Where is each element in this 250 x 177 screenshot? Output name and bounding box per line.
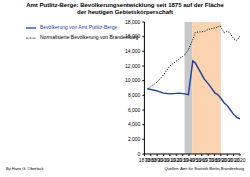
svg-text:2,000: 2,000 [128, 136, 141, 142]
svg-text:10,000: 10,000 [125, 77, 141, 83]
svg-text:6,000: 6,000 [128, 107, 141, 113]
svg-text:0: 0 [138, 151, 141, 157]
svg-text:8,000: 8,000 [128, 92, 141, 98]
svg-text:16,000: 16,000 [125, 33, 141, 39]
svg-text:18,000: 18,000 [125, 19, 141, 25]
svg-text:14,000: 14,000 [125, 48, 141, 54]
svg-text:2020: 2020 [234, 157, 242, 163]
svg-text:4,000: 4,000 [128, 121, 141, 127]
svg-text:12,000: 12,000 [125, 63, 141, 69]
